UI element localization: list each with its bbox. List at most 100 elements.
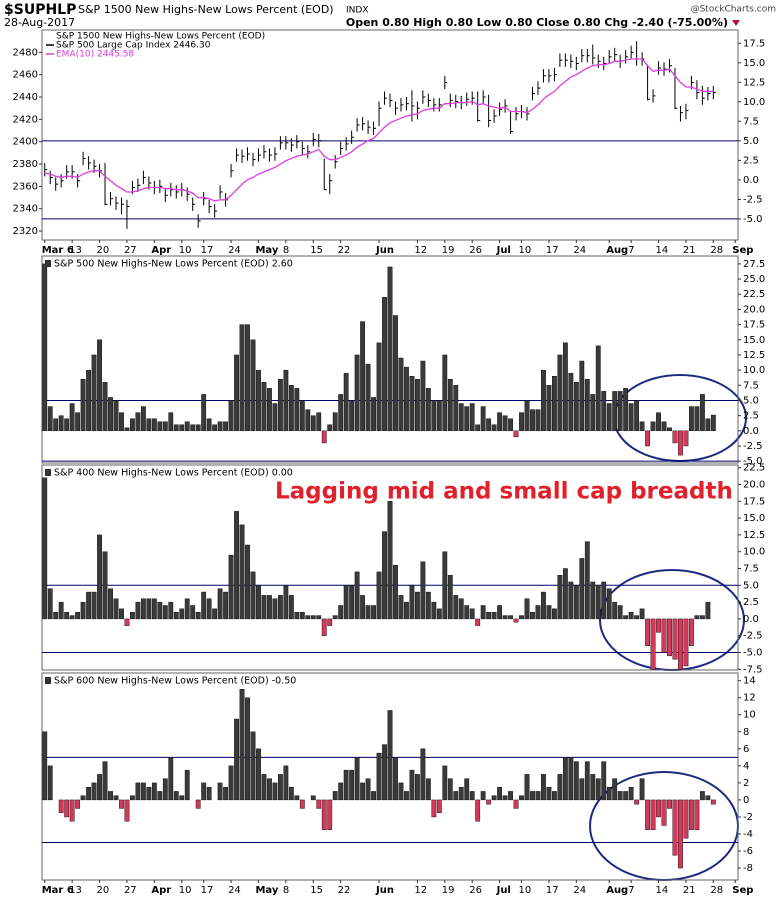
x-tick-label: Mar 6: [42, 885, 74, 896]
y-tick-label: -8: [743, 863, 753, 874]
bar: [343, 372, 349, 432]
y-tick-label: 6: [743, 744, 749, 755]
bar: [272, 598, 278, 620]
x-tick-label: Apr: [151, 245, 171, 256]
bar: [497, 786, 503, 801]
bar: [228, 554, 234, 620]
y-tick-label: -5.0: [743, 456, 763, 467]
bar: [190, 605, 196, 620]
bar: [338, 605, 344, 620]
bar: [508, 418, 513, 432]
bar: [447, 379, 453, 432]
bar: [453, 595, 459, 620]
bar: [415, 591, 420, 620]
y-tick-label: 2.5: [743, 597, 759, 608]
bar: [47, 588, 53, 620]
x-tick-label: Aug: [606, 885, 628, 896]
bar: [173, 791, 179, 801]
x-tick-label: 26: [469, 885, 482, 896]
bar: [108, 791, 113, 801]
x-tick-label: 28: [710, 885, 723, 896]
bar: [710, 414, 716, 432]
bar: [277, 774, 283, 801]
bar: [705, 795, 711, 801]
x-tick-label: 27: [124, 885, 137, 896]
bar: [162, 421, 168, 432]
x-tick-label: Mar 6: [42, 245, 74, 256]
x-tick-label: 14: [656, 245, 669, 256]
bar: [667, 799, 672, 809]
bar: [552, 608, 557, 620]
bar: [250, 731, 256, 801]
bar: [639, 608, 645, 620]
x-tick-label: 21: [683, 885, 696, 896]
bar: [327, 618, 333, 626]
y-tick-label: 2360: [13, 181, 38, 192]
y-tick-label: 2420: [13, 114, 38, 125]
symbol: $SUPHLP: [4, 2, 76, 18]
bar: [502, 615, 508, 620]
bar: [612, 391, 618, 432]
bar: [223, 421, 228, 432]
bar: [47, 765, 53, 801]
bar: [305, 409, 311, 432]
y-tick-label: 2380: [13, 159, 38, 170]
x-tick-label: Aug: [606, 245, 628, 256]
panel-title: S&P 500 New Highs-New Lows Percent (EOD)…: [54, 259, 293, 270]
bar: [130, 795, 135, 801]
exchange: INDX: [346, 6, 368, 16]
bar: [404, 791, 409, 801]
bar: [683, 430, 689, 447]
y-tick-label: 27.5: [743, 259, 765, 270]
y-tick-label: 10.0: [743, 547, 765, 558]
y-tick-label: 0.0: [743, 426, 759, 437]
x-tick-label: 10: [519, 245, 532, 256]
title-icon: [45, 677, 51, 684]
bar: [645, 430, 650, 447]
bar: [195, 799, 201, 809]
x-tick-label: 10: [179, 885, 192, 896]
bar: [573, 585, 579, 620]
y-tick-label: -2.5: [743, 631, 763, 642]
y-tick-label: 2: [743, 778, 749, 789]
bar: [623, 388, 629, 432]
bar: [486, 418, 492, 432]
x-tick-label: Sep: [732, 245, 753, 256]
bar: [365, 605, 371, 620]
bar: [91, 354, 97, 432]
bar: [464, 778, 470, 801]
bar: [288, 786, 294, 801]
bar: [256, 748, 261, 801]
bar: [513, 618, 519, 623]
bar: [535, 791, 541, 801]
bar: [442, 551, 448, 620]
bar: [568, 581, 574, 620]
bar: [409, 375, 415, 432]
y-tick-label: 20.0: [743, 304, 765, 315]
bar: [261, 382, 267, 432]
y-tick-label: -2.5: [743, 441, 763, 452]
y-tick-label: 17.5: [743, 496, 765, 507]
bar: [469, 608, 475, 620]
bar: [387, 266, 393, 432]
bar: [469, 791, 475, 801]
bar: [140, 598, 146, 620]
bar: [349, 400, 355, 432]
x-tick-label: 7: [628, 885, 634, 896]
y-tick-label: -5.0: [743, 214, 763, 225]
bar: [404, 366, 409, 432]
x-tick-label: 15: [310, 885, 323, 896]
bar: [108, 588, 113, 620]
bar: [650, 799, 656, 830]
bar: [58, 601, 64, 620]
bar: [502, 795, 508, 801]
bar: [606, 786, 612, 801]
bar: [80, 379, 86, 432]
bar: [601, 391, 607, 432]
bar: [97, 339, 102, 432]
bar: [124, 799, 130, 822]
bar: [157, 791, 163, 801]
bar: [146, 418, 152, 432]
bar: [195, 611, 201, 620]
